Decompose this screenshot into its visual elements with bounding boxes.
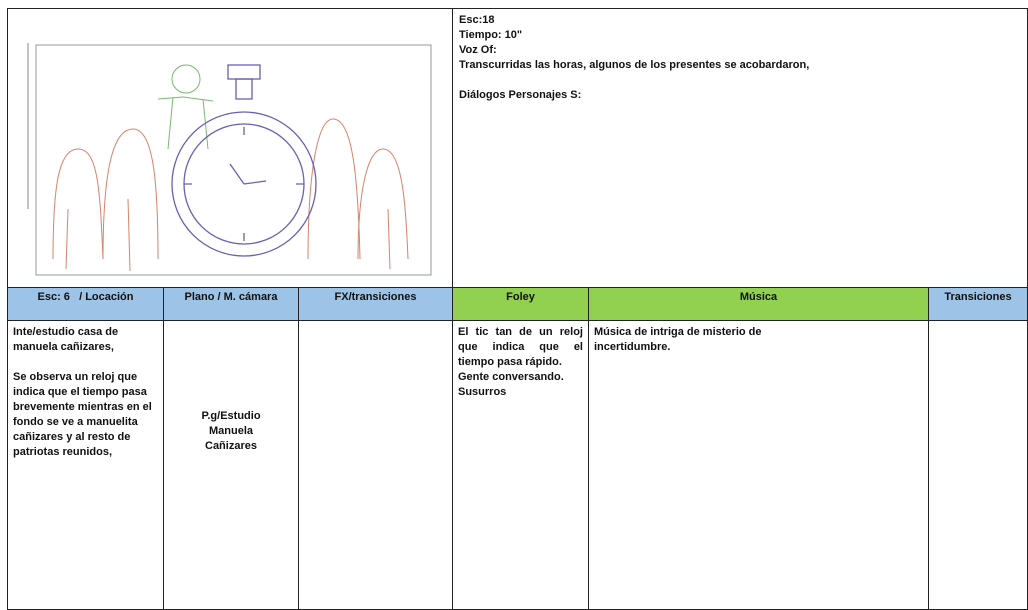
cell-text: Gente conversando. (458, 371, 564, 383)
header-cell: FX/transiciones (298, 287, 453, 321)
cell-text: Inte/estudio casa de manuela cañizares, (13, 326, 119, 353)
transition-cell (928, 320, 1028, 610)
fx-cell (298, 320, 453, 610)
info-line: Esc:18 (459, 14, 495, 26)
music-cell: Música de intriga de misterio de incerti… (588, 320, 929, 610)
sketch (27, 43, 432, 276)
sketch-frame (35, 44, 432, 276)
shot-cell: P.g/Estudio Manuela Cañizares (163, 320, 299, 610)
scene-info: Esc:18 Tiempo: 10" Voz Of: Transcurridas… (452, 8, 1028, 288)
cell-text: Se observa un reloj que indica que el ti… (13, 371, 152, 458)
cell-text: Susurros (458, 386, 507, 398)
clock (171, 64, 317, 257)
header-cell: Plano / M. cámara (163, 287, 299, 321)
info-line: Transcurridas las horas, algunos de los … (459, 59, 810, 71)
foley-cell: El tic tan de un reloj que indica que el… (452, 320, 589, 610)
header-cell: Esc: 6 / Locación (7, 287, 164, 321)
sketch-cell (7, 8, 453, 288)
header-cell: Foley (452, 287, 589, 321)
location-cell: Inte/estudio casa de manuela cañizares, … (7, 320, 164, 610)
figure (157, 64, 214, 150)
crowd (52, 118, 409, 272)
cell-text: P.g/Estudio Manuela Cañizares (201, 410, 261, 452)
page: Esc:18 Tiempo: 10" Voz Of: Transcurridas… (7, 8, 1028, 610)
info-line: Diálogos Personajes S: (459, 89, 582, 101)
header-cell: Transiciones (928, 287, 1028, 321)
cell-text: El tic tan de un reloj que indica que el… (458, 326, 583, 368)
cell-text: Música de intriga de misterio de incerti… (594, 326, 762, 353)
info-line: Voz Of: (459, 44, 497, 56)
info-line: Tiempo: 10" (459, 29, 523, 41)
header-cell: Música (588, 287, 929, 321)
